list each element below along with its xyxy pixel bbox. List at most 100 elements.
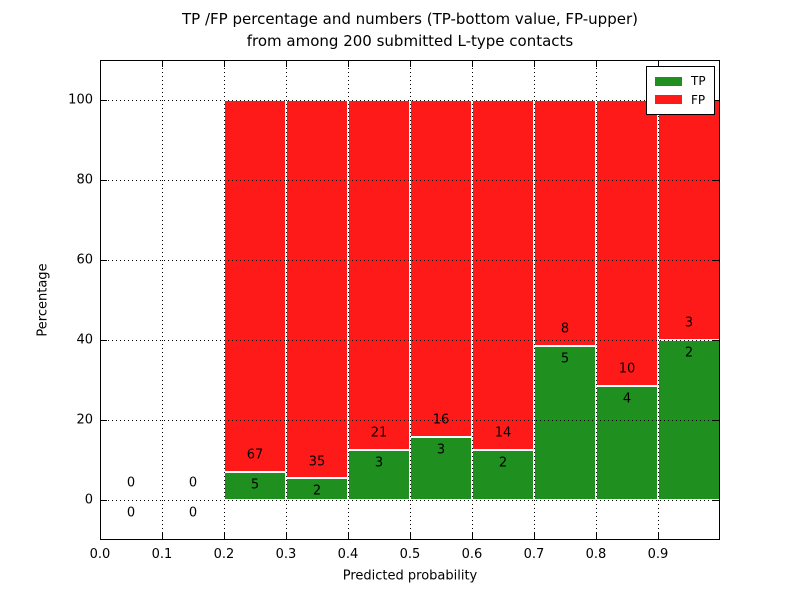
tick-mark — [713, 500, 720, 501]
tick-mark — [100, 180, 107, 181]
bar-segment-fp — [224, 100, 286, 473]
tick-mark — [224, 533, 225, 540]
bar-count-fp: 3 — [684, 315, 694, 331]
x-tick-label: 0.3 — [275, 547, 297, 562]
tick-mark — [713, 100, 720, 101]
plot-area — [100, 60, 720, 540]
tick-mark — [410, 60, 411, 67]
chart-title-line2: from among 200 submitted L-type contacts — [246, 32, 574, 50]
bar-count-tp: 0 — [188, 505, 198, 521]
tick-mark — [596, 533, 597, 540]
bar-count-fp: 35 — [308, 454, 326, 470]
gridline-vertical — [286, 60, 287, 540]
y-tick-label: 20 — [76, 412, 93, 428]
tick-mark — [162, 60, 163, 67]
bar-segment-fp — [472, 100, 534, 450]
tick-mark — [472, 60, 473, 67]
bar-count-tp: 4 — [622, 391, 632, 407]
gridline-vertical — [224, 60, 225, 540]
bar-count-tp: 2 — [684, 345, 694, 361]
bar-count-fp: 14 — [494, 425, 512, 441]
bar-segment-tp — [596, 385, 658, 500]
tick-mark — [100, 420, 107, 421]
tick-mark — [713, 260, 720, 261]
tick-mark — [100, 60, 101, 67]
tick-mark — [472, 533, 473, 540]
bar-count-tp: 3 — [374, 455, 384, 471]
bar-count-fp: 0 — [126, 475, 136, 491]
bar-segment-fp — [658, 100, 720, 340]
x-axis-label: Predicted probability — [342, 568, 478, 584]
gridline-vertical — [658, 60, 659, 540]
bar-count-tp: 5 — [250, 477, 260, 493]
x-tick-label: 0.8 — [585, 547, 607, 562]
gridline-vertical — [348, 60, 349, 540]
bar-segment-tp — [472, 450, 534, 500]
gridline-vertical — [596, 60, 597, 540]
tick-mark — [286, 533, 287, 540]
bar-count-tp: 5 — [560, 351, 570, 367]
bar-count-fp: 10 — [618, 361, 636, 377]
bar-count-fp: 67 — [246, 447, 264, 463]
tick-mark — [100, 500, 107, 501]
chart-title-line1: TP /FP percentage and numbers (TP-bottom… — [182, 10, 638, 28]
bar-count-fp: 21 — [370, 425, 388, 441]
tick-mark — [286, 60, 287, 67]
x-tick-label: 0.7 — [523, 547, 545, 562]
y-tick-label: 60 — [76, 252, 93, 268]
tick-mark — [224, 60, 225, 67]
chart-title: TP /FP percentage and numbers (TP-bottom… — [182, 8, 638, 52]
gridline-vertical — [472, 60, 473, 540]
legend-entry-fp: FP — [647, 94, 714, 106]
y-tick-label: 80 — [76, 172, 93, 188]
tick-mark — [534, 60, 535, 67]
tick-mark — [100, 100, 107, 101]
x-tick-label: 0.6 — [461, 547, 483, 562]
tick-mark — [534, 533, 535, 540]
bar-segment-fp — [410, 100, 472, 437]
tick-mark — [348, 533, 349, 540]
bar-count-fp: 0 — [188, 475, 198, 491]
tick-mark — [348, 60, 349, 67]
bar-count-tp: 0 — [126, 505, 136, 521]
gridline-vertical — [534, 60, 535, 540]
gridline-vertical — [162, 60, 163, 540]
tick-mark — [100, 340, 107, 341]
bar-segment-fp — [286, 100, 348, 479]
tick-mark — [596, 60, 597, 67]
tick-mark — [713, 420, 720, 421]
x-tick-label: 0.5 — [399, 547, 421, 562]
legend: TP FP — [646, 66, 715, 115]
legend-swatch-tp — [655, 76, 682, 86]
x-tick-label: 0.4 — [337, 547, 359, 562]
tick-mark — [658, 533, 659, 540]
tick-mark — [410, 533, 411, 540]
bar-count-tp: 2 — [312, 483, 322, 499]
tick-mark — [100, 533, 101, 540]
bar-count-tp: 2 — [498, 455, 508, 471]
tick-mark — [713, 180, 720, 181]
legend-label-fp: FP — [691, 92, 706, 107]
tick-mark — [658, 60, 659, 67]
bar-segment-tp — [534, 346, 596, 500]
y-axis-label: Percentage — [35, 263, 51, 337]
tick-mark — [100, 260, 107, 261]
x-tick-label: 0.0 — [89, 547, 111, 562]
y-tick-label: 100 — [68, 92, 93, 108]
y-tick-label: 40 — [76, 332, 93, 348]
tick-mark — [162, 533, 163, 540]
tick-mark — [713, 340, 720, 341]
bar-count-tp: 3 — [436, 442, 446, 458]
x-tick-label: 0.1 — [151, 547, 173, 562]
bar-count-fp: 8 — [560, 321, 570, 337]
legend-swatch-fp — [655, 95, 682, 105]
gridline-vertical — [410, 60, 411, 540]
bar-count-fp: 16 — [432, 412, 450, 428]
bar-segment-tp — [224, 472, 286, 500]
legend-label-tp: TP — [691, 74, 706, 89]
y-tick-label: 0 — [84, 492, 93, 508]
x-tick-label: 0.9 — [647, 547, 669, 562]
legend-entry-tp: TP — [647, 75, 714, 87]
x-tick-label: 0.2 — [213, 547, 235, 562]
